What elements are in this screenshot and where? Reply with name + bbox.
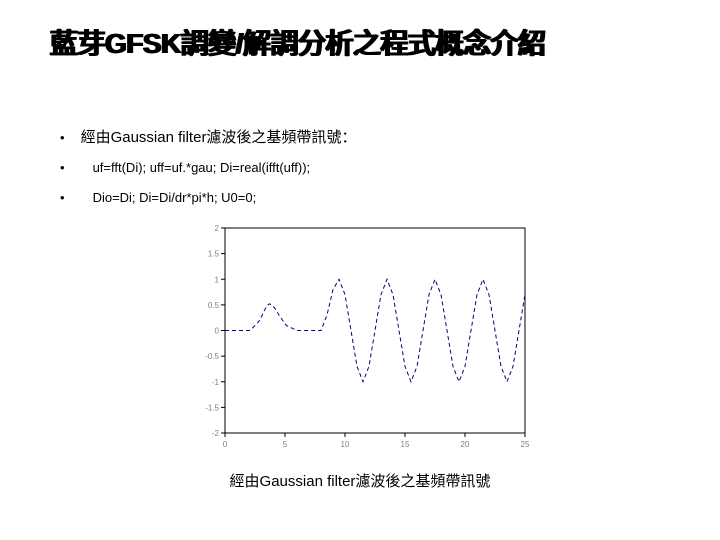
svg-text:1.5: 1.5	[208, 250, 220, 259]
svg-text:-2: -2	[212, 429, 220, 438]
chart-caption: 經由Gaussian filter濾波後之基頻帶訊號	[0, 470, 720, 491]
page-title: 藍芽GFSK調變/解調分析之程式概念介紹	[50, 22, 546, 62]
bullet-text-1: 經由Gaussian filter濾波後之基頻帶訊號：	[81, 128, 357, 148]
svg-text:25: 25	[521, 440, 530, 449]
svg-text:15: 15	[401, 440, 410, 449]
svg-text:0: 0	[223, 440, 228, 449]
bullet-text-2: uf=fft(Di); uff=uf.*gau; Di=real(ifft(uf…	[93, 158, 311, 178]
svg-text:20: 20	[461, 440, 470, 449]
signal-chart: -2-1.5-1-0.500.511.520510152025	[185, 218, 535, 458]
svg-text:10: 10	[341, 440, 350, 449]
bullet-item-1: • 經由Gaussian filter濾波後之基頻帶訊號：	[60, 128, 356, 148]
svg-text:5: 5	[283, 440, 288, 449]
svg-text:-1.5: -1.5	[205, 403, 219, 412]
bullet-item-2: • uf=fft(Di); uff=uf.*gau; Di=real(ifft(…	[60, 158, 356, 178]
svg-text:-1: -1	[212, 378, 220, 387]
bullet-list: • 經由Gaussian filter濾波後之基頻帶訊號： • uf=fft(D…	[60, 128, 356, 218]
chart-svg: -2-1.5-1-0.500.511.520510152025	[185, 218, 535, 458]
bullet-dot: •	[60, 188, 65, 208]
bullet-dot: •	[60, 128, 65, 148]
svg-text:2: 2	[215, 224, 220, 233]
bullet-text-3: Dio=Di; Di=Di/dr*pi*h; U0=0;	[93, 188, 257, 208]
svg-text:0: 0	[215, 327, 220, 336]
svg-text:0.5: 0.5	[208, 301, 220, 310]
svg-text:-0.5: -0.5	[205, 352, 219, 361]
bullet-item-3: • Dio=Di; Di=Di/dr*pi*h; U0=0;	[60, 188, 356, 208]
svg-text:1: 1	[215, 275, 220, 284]
bullet-dot: •	[60, 158, 65, 178]
